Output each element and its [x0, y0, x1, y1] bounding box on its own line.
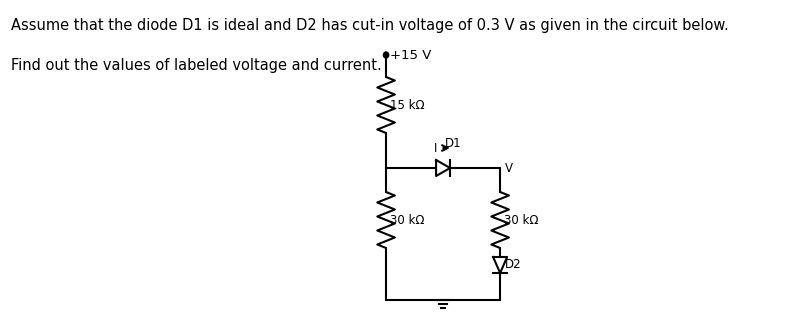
Circle shape	[383, 52, 389, 58]
Text: 30 kΩ: 30 kΩ	[390, 213, 424, 226]
Text: Find out the values of labeled voltage and current.: Find out the values of labeled voltage a…	[11, 58, 382, 73]
Text: 30 kΩ: 30 kΩ	[504, 213, 538, 226]
Text: D1: D1	[445, 137, 462, 150]
Text: +15 V: +15 V	[390, 49, 432, 62]
Text: 15 kΩ: 15 kΩ	[390, 98, 424, 112]
Text: Assume that the diode D1 is ideal and D2 has cut-in voltage of 0.3 V as given in: Assume that the diode D1 is ideal and D2…	[11, 18, 728, 33]
Text: D2: D2	[505, 259, 521, 271]
Text: I: I	[433, 141, 437, 154]
Text: V: V	[505, 161, 513, 175]
